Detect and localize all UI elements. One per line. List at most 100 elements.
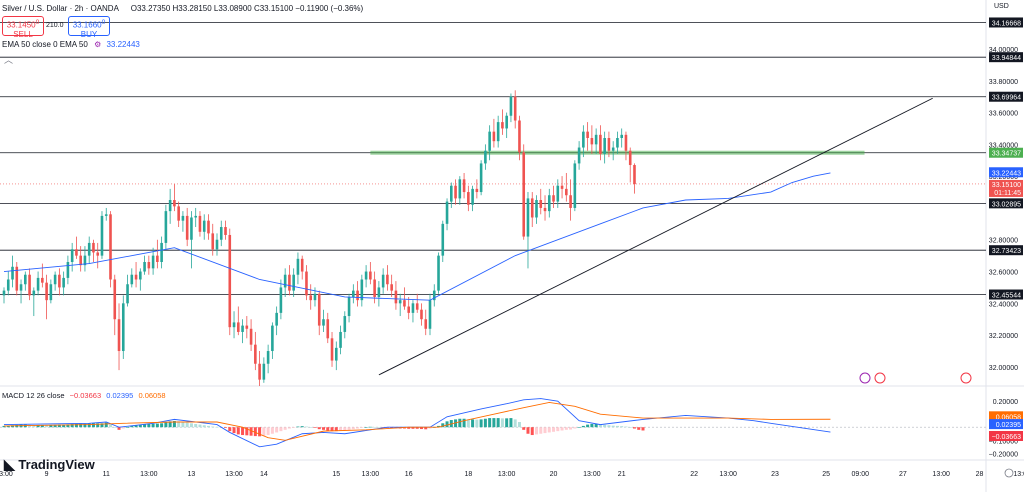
candle[interactable] <box>198 211 202 237</box>
candle[interactable] <box>569 179 572 221</box>
candle[interactable] <box>334 341 338 371</box>
macd-pane[interactable] <box>0 398 986 448</box>
candle[interactable] <box>147 255 151 275</box>
candle[interactable] <box>560 176 564 199</box>
candle[interactable] <box>594 128 598 154</box>
candle[interactable] <box>599 125 602 161</box>
candle[interactable] <box>288 265 291 296</box>
candle[interactable] <box>109 211 112 288</box>
candle[interactable] <box>620 128 623 148</box>
candle[interactable] <box>126 274 129 307</box>
candle[interactable] <box>437 252 440 294</box>
candle[interactable] <box>415 293 419 313</box>
candle[interactable] <box>513 90 517 129</box>
candle[interactable] <box>616 131 619 154</box>
candle[interactable] <box>501 109 504 135</box>
candle[interactable] <box>245 316 249 339</box>
ema-50-line[interactable] <box>3 172 831 301</box>
candle[interactable] <box>450 182 453 208</box>
candle[interactable] <box>130 268 134 288</box>
candle[interactable] <box>104 207 108 221</box>
candle[interactable] <box>207 214 210 240</box>
candle[interactable] <box>356 281 359 307</box>
candle[interactable] <box>79 246 82 272</box>
candle[interactable] <box>339 325 342 355</box>
candle[interactable] <box>607 131 611 158</box>
candle[interactable] <box>347 293 351 323</box>
candle[interactable] <box>326 312 330 344</box>
candle[interactable] <box>224 220 227 240</box>
candle[interactable] <box>296 252 300 285</box>
level-price-tag[interactable] <box>989 147 1023 158</box>
candle[interactable] <box>390 274 393 297</box>
candle[interactable] <box>547 188 551 218</box>
event-icon[interactable] <box>874 372 886 384</box>
candle[interactable] <box>92 239 95 262</box>
candle[interactable] <box>28 268 31 301</box>
candle[interactable] <box>249 319 253 352</box>
candle[interactable] <box>168 188 172 224</box>
candle[interactable] <box>194 207 197 228</box>
candle[interactable] <box>211 223 215 256</box>
candle[interactable] <box>535 195 538 224</box>
candle[interactable] <box>552 185 555 208</box>
candle[interactable] <box>624 131 628 161</box>
candle[interactable] <box>305 265 308 301</box>
candle[interactable] <box>258 351 261 386</box>
candle[interactable] <box>454 179 457 205</box>
candle[interactable] <box>458 176 462 205</box>
candle[interactable] <box>275 306 278 336</box>
candle[interactable] <box>45 274 48 320</box>
candle[interactable] <box>190 211 193 269</box>
candle[interactable] <box>403 287 406 310</box>
price-axis[interactable]: 34.00000 33.80000 33.60000 33.40000 33.20000… <box>989 17 1023 458</box>
level-price-tag[interactable] <box>989 289 1023 300</box>
candle[interactable] <box>530 192 534 228</box>
candle[interactable] <box>96 242 100 269</box>
candle[interactable] <box>424 309 428 336</box>
candle[interactable] <box>232 311 236 339</box>
candle[interactable] <box>471 185 474 212</box>
candle[interactable] <box>539 188 543 215</box>
candle[interactable] <box>202 214 206 240</box>
candle[interactable] <box>24 271 27 291</box>
candle[interactable] <box>262 357 266 383</box>
candle[interactable] <box>173 184 176 212</box>
candle[interactable] <box>219 220 223 247</box>
candle[interactable] <box>237 306 240 336</box>
candle[interactable] <box>369 262 372 285</box>
candle[interactable] <box>377 281 381 307</box>
candle[interactable] <box>100 211 104 259</box>
candle[interactable] <box>177 201 180 228</box>
candle[interactable] <box>526 192 530 269</box>
candle[interactable] <box>577 141 581 170</box>
ema-settings-icon[interactable]: ⚙ <box>94 40 102 49</box>
macd-line[interactable] <box>3 398 831 448</box>
event-icon[interactable] <box>859 372 871 384</box>
trend-line[interactable] <box>378 97 933 376</box>
candle[interactable] <box>134 262 138 288</box>
time-axis[interactable]: 13:00 9 11 13:00 13 13:00 14 15 13:00 16 18 13:00 20… <box>0 468 1024 478</box>
level-price-tag[interactable] <box>989 91 1023 102</box>
candle[interactable] <box>11 255 14 288</box>
candle[interactable] <box>428 293 432 336</box>
candle[interactable] <box>41 263 44 288</box>
candle[interactable] <box>121 295 125 359</box>
candle[interactable] <box>543 195 547 221</box>
candle[interactable] <box>322 309 325 332</box>
candle[interactable] <box>113 274 117 336</box>
candle[interactable] <box>565 172 568 202</box>
candle[interactable] <box>181 211 185 232</box>
candle[interactable] <box>352 284 355 304</box>
candle[interactable] <box>467 185 470 212</box>
level-price-tag[interactable] <box>989 52 1023 63</box>
candle[interactable] <box>509 93 513 123</box>
candle[interactable] <box>573 160 577 212</box>
candle[interactable] <box>484 144 487 170</box>
candle[interactable] <box>360 274 364 307</box>
candle[interactable] <box>556 179 560 208</box>
candle[interactable] <box>156 239 159 269</box>
candle[interactable] <box>15 262 19 296</box>
candle[interactable] <box>185 207 189 247</box>
level-price-tag[interactable] <box>989 198 1023 209</box>
